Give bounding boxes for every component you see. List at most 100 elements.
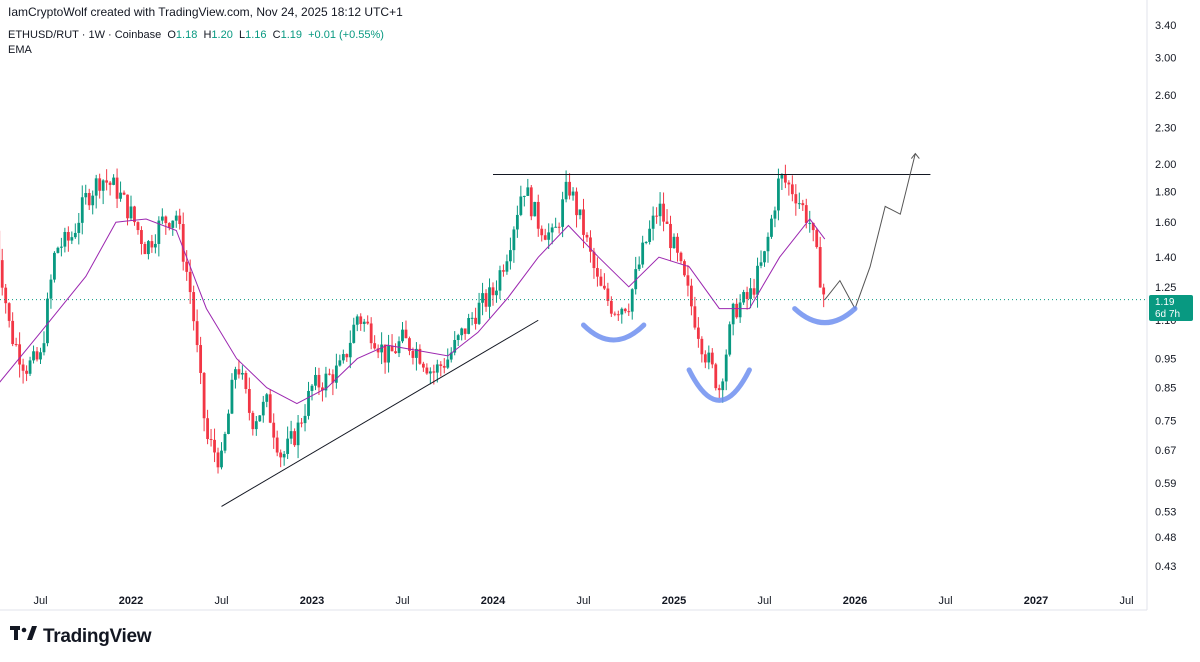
candle-body [334,365,338,383]
candle-body [272,422,276,438]
candle-body [770,218,773,237]
candle-body [404,329,408,339]
candle-body [268,394,272,423]
candle-body [435,364,439,373]
price-tick-label: 0.53 [1155,506,1176,518]
last-price-value: 1.19 [1155,297,1175,308]
candle-body [59,246,63,248]
candle-body [780,174,784,179]
candle-body [623,308,627,312]
candle-body [157,220,161,244]
candle-body [644,241,648,243]
candle-body [491,287,495,296]
candle-body [783,174,787,183]
candle-body [46,298,49,344]
candle-body [815,230,819,248]
candle-body [279,452,283,458]
candle-body [415,348,418,358]
candle-body [602,285,606,289]
last-price-badge: 1.19 6d 7h [1149,295,1193,321]
time-tick-label: 2023 [300,595,324,607]
candle-body [244,372,248,390]
candle-body [749,288,752,299]
candle-body [609,300,613,314]
candle-body [449,352,453,360]
candle-body [282,453,286,458]
candle-body [4,287,8,304]
close-value: 1.19 [280,29,302,41]
candle-body [543,235,547,240]
candle-body [669,223,672,249]
price-tick-label: 0.75 [1155,415,1176,427]
price-tick-label: 1.80 [1155,186,1176,198]
candle-body [648,228,652,242]
candle-body [759,262,763,266]
candle-body [439,364,443,366]
candle-body [380,344,384,353]
candle-body [87,193,91,206]
candle-body [11,320,15,345]
candle-body [237,369,241,375]
low-label: L [238,29,246,41]
candle-body [710,352,714,365]
price-tick-label: 1.25 [1155,282,1176,294]
candle-body [686,275,690,286]
ema-indicator-label[interactable]: EMA [8,44,32,56]
price-tick-label: 0.95 [1155,354,1176,366]
tradingview-logo[interactable]: TradingView [10,626,152,648]
price-tick-label: 3.00 [1155,53,1176,65]
candle-body [373,343,377,349]
price-tick-label: 1.60 [1155,217,1176,229]
candle-body [202,372,206,419]
time-axis[interactable]: Jul 2022 Jul 2023 Jul 2024 Jul 2025 Jul 2026 Jul 20… [33,595,1133,607]
candle-body [338,360,342,366]
candle-body [355,316,359,325]
candle-body [192,292,196,322]
candle-body [199,345,203,373]
candle-body [470,317,474,319]
candle-body [35,351,39,360]
candle-body [679,252,683,262]
price-axis[interactable]: 3.403.002.602.302.001.801.601.401.251.10… [1155,20,1176,573]
projection-path [824,153,916,310]
head-arc [686,367,752,403]
candle-body [366,321,370,324]
candle-body [714,364,718,389]
candle-body [56,247,60,253]
candle-body [662,203,665,222]
candle-body [42,343,46,353]
candle-body [115,177,119,199]
candle-body [296,422,300,446]
candle-body [401,329,404,342]
projection-arrowhead [910,152,920,159]
candle-body [286,438,290,454]
time-tick-label: 2022 [119,595,143,607]
candle-body [818,247,822,288]
candle-body [620,308,624,315]
candle-body [25,370,28,374]
bar-countdown: 6d 7h [1155,309,1180,320]
candle-body [630,289,634,312]
candle-body [140,230,143,244]
candle-body [801,203,805,206]
candle-body [811,222,815,231]
candle-body [94,178,98,196]
candle-body [164,216,168,224]
tradingview-logo-text: TradingView [43,626,152,647]
open-value: 1.18 [175,29,198,41]
candle-body [101,180,105,191]
support-trendline [221,319,539,507]
ema-layer [0,218,826,405]
candle-body [348,342,352,358]
candle-body [790,184,794,195]
symbol-name[interactable]: ETHUSD/RUT · 1W · Coinbase [8,29,162,41]
candle-body [700,338,704,355]
candle-body [240,372,244,375]
candle-body [230,379,234,414]
candle-body [408,338,411,351]
ema-line [0,218,826,405]
candle-body [66,232,70,241]
candle-body [456,335,460,341]
candle-body [641,242,645,265]
